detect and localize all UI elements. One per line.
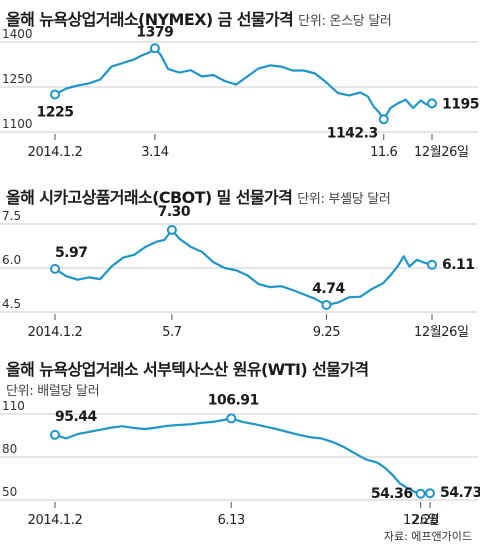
data-point-marker [226, 413, 237, 424]
data-value-label: 5.97 [55, 245, 88, 261]
data-value-label: 54.73 [440, 485, 480, 501]
data-value-label: 1195.3 [442, 96, 480, 112]
data-point-marker [427, 259, 437, 270]
y-tick-label: 1400 [2, 27, 33, 41]
data-point-marker [50, 429, 60, 440]
series-line [54, 47, 433, 121]
wheat-chart-title: 올해 시카고상품거래소(CBOT) 밀 선물가격 단위: 부셸당 달러 [6, 188, 391, 207]
x-tick-label: 12월26일 [414, 325, 469, 340]
wti-chart-unit: 단위: 배럴당 달러 [6, 384, 100, 399]
x-tick-label: 11.6 [370, 145, 397, 160]
y-tick-label: 1250 [2, 72, 33, 86]
y-tick-label: 1100 [2, 117, 33, 131]
data-value-label: 106.91 [208, 392, 259, 408]
series-line [54, 228, 433, 307]
y-tick-label: 6.0 [2, 253, 21, 267]
x-tick-label: 26일 [412, 513, 439, 528]
x-tick-label: 3.14 [141, 145, 168, 160]
data-point-marker [149, 43, 160, 54]
data-point-marker [425, 488, 435, 499]
wti-panel: 올해 뉴욕상업거래소 서부텍사스산 원유(WTI) 선물가격 단위: 배럴당 달… [0, 346, 480, 548]
data-point-marker [378, 114, 389, 125]
data-value-label: 6.11 [442, 257, 475, 273]
data-value-label: 4.74 [312, 281, 345, 297]
data-point-marker [50, 89, 60, 100]
wti-chart-title: 올해 뉴욕상업거래소 서부텍사스산 원유(WTI) 선물가격 [6, 360, 369, 379]
x-tick-label: 12.28 [403, 513, 438, 528]
y-tick-label: 4.5 [2, 297, 21, 311]
data-point-marker [427, 98, 437, 109]
gold-chart-unit: 단위: 온스당 달러 [298, 14, 392, 29]
data-value-label: 1142.3 [327, 125, 378, 141]
data-point-marker [50, 263, 60, 274]
x-tick-label: 2014.1.2 [28, 145, 83, 160]
x-tick-label: 6.13 [218, 513, 245, 528]
x-tick-label: 5.7 [162, 325, 182, 340]
wheat-price-chart: 4.5 6.0 7.5 2014.1.2 5.7 9.25 12월26일 5.97 7.30 4.… [0, 204, 478, 340]
data-value-label: 1379 [136, 24, 173, 40]
x-tick-label: 2014.1.2 [28, 513, 83, 528]
source-credit: 자료: 에프앤가이드 [383, 530, 472, 543]
y-tick-label: 110 [2, 399, 25, 413]
data-value-label: 54.36 [371, 486, 413, 502]
y-tick-label: 80 [2, 442, 17, 456]
wheat-panel: 올해 시카고상품거래소(CBOT) 밀 선물가격 단위: 부셸당 달러 4.5 6… [0, 176, 480, 346]
data-point-marker [415, 488, 426, 499]
y-tick-label: 50 [2, 485, 17, 499]
data-value-label: 1225 [37, 105, 74, 121]
gold-panel: 올해 뉴욕상업거래소(NYMEX) 금 선물가격 단위: 온스당 달러 1100… [0, 0, 480, 176]
gold-price-chart: 1100 1250 1400 2014.1.2 3.14 11.6 12월26일 1225 13… [0, 24, 480, 160]
data-point-marker [321, 299, 332, 310]
x-tick-label: 9.25 [313, 325, 340, 340]
x-tick-label: 2014.1.2 [28, 325, 83, 340]
series-line [54, 417, 431, 495]
data-point-marker [166, 224, 177, 235]
y-tick-label: 7.5 [2, 209, 21, 223]
data-value-label: 7.30 [158, 204, 191, 220]
x-tick-label: 12월26일 [414, 145, 469, 160]
data-value-label: 95.44 [55, 409, 98, 425]
gold-chart-title: 올해 뉴욕상업거래소(NYMEX) 금 선물가격 단위: 온스당 달러 [6, 10, 392, 29]
wheat-chart-unit: 단위: 부셸당 달러 [297, 192, 391, 207]
